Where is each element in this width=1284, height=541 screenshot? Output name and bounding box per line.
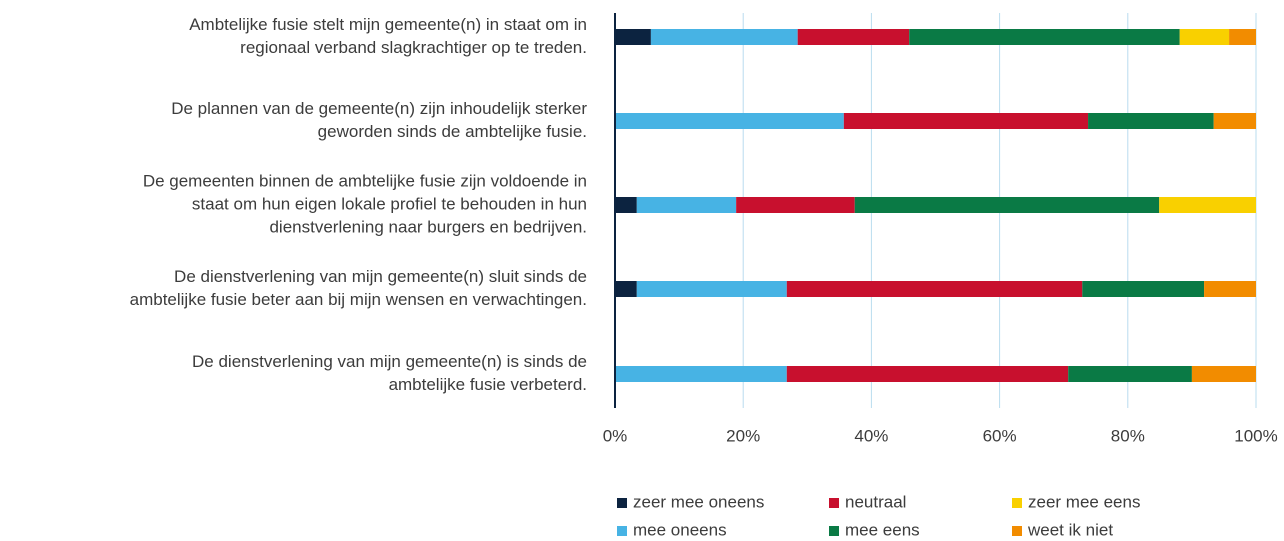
bar-segment [786, 281, 1083, 297]
bar-segment [1204, 281, 1256, 297]
bar-segment [1068, 366, 1192, 382]
bar-segment [650, 29, 798, 45]
category-label: ambtelijke fusie beter aan bij mijn wens… [130, 290, 587, 309]
bar-segment [615, 197, 637, 213]
legend-swatch [1012, 526, 1022, 536]
category-label: dienstverlening naar burgers en bedrijve… [269, 217, 587, 236]
x-tick-label: 40% [854, 426, 888, 445]
bar-segment [1088, 113, 1214, 129]
bar-segment [797, 29, 910, 45]
bar-segment [615, 29, 651, 45]
x-tick-label: 20% [726, 426, 760, 445]
bar-segment [615, 366, 787, 382]
category-label: ambtelijke fusie verbeterd. [389, 375, 587, 394]
bar-segment [1159, 197, 1256, 213]
bar-segment [1082, 281, 1205, 297]
legend-label: mee oneens [633, 520, 727, 539]
bar-segment [636, 197, 737, 213]
bar-segment [1179, 29, 1230, 45]
legend-swatch [617, 498, 627, 508]
category-label: De dienstverlening van mijn gemeente(n) … [174, 267, 587, 286]
legend-swatch [829, 526, 839, 536]
category-label: Ambtelijke fusie stelt mijn gemeente(n) … [189, 15, 587, 34]
bar-segment [843, 113, 1089, 129]
legend-swatch [1012, 498, 1022, 508]
bar-segment [615, 281, 637, 297]
bar-segment [1191, 366, 1256, 382]
legend-label: zeer mee eens [1028, 492, 1140, 511]
legend-label: mee eens [845, 520, 920, 539]
category-label: De gemeenten binnen de ambtelijke fusie … [143, 171, 587, 190]
legend-label: neutraal [845, 492, 906, 511]
legend-label: weet ik niet [1027, 520, 1113, 539]
legend-swatch [829, 498, 839, 508]
bar-segment [1229, 29, 1256, 45]
bar-segment [736, 197, 855, 213]
bar-segment [615, 113, 844, 129]
category-label: regionaal verband slagkrachtiger op te t… [240, 38, 587, 57]
bar-segment [909, 29, 1180, 45]
category-label: geworden sinds de ambtelijke fusie. [318, 122, 587, 141]
x-tick-label: 80% [1111, 426, 1145, 445]
x-tick-label: 0% [603, 426, 628, 445]
x-tick-label: 100% [1234, 426, 1277, 445]
legend-label: zeer mee oneens [633, 492, 764, 511]
category-label: De dienstverlening van mijn gemeente(n) … [192, 352, 587, 371]
bar-segment [636, 281, 787, 297]
category-label: De plannen van de gemeente(n) zijn inhou… [171, 99, 587, 118]
x-tick-label: 60% [983, 426, 1017, 445]
bar-segment [854, 197, 1160, 213]
bar-segment [1213, 113, 1256, 129]
category-label: staat om hun eigen lokale profiel te beh… [192, 194, 587, 213]
bar-segment [786, 366, 1069, 382]
legend-swatch [617, 526, 627, 536]
